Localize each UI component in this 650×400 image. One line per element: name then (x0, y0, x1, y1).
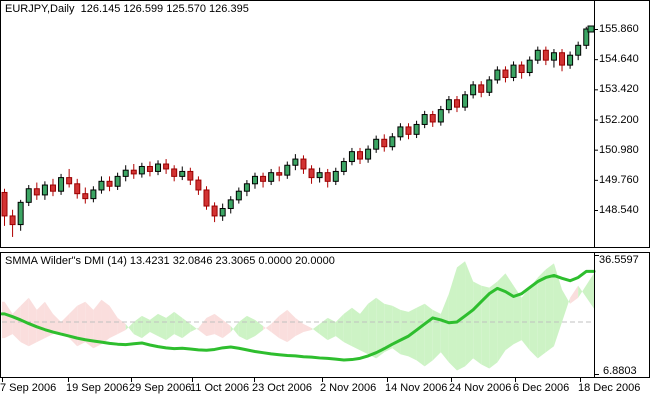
time-tick-mark (254, 378, 255, 382)
candlestick-canvas[interactable] (1, 1, 649, 247)
indicator-header: SMMA Wilder"s DMI (14) 13.4231 32.0846 2… (5, 255, 335, 267)
time-tick-mark (131, 378, 132, 382)
indicator-max-label: 36.5597 (599, 254, 639, 266)
time-axis[interactable]: 7 Sep 2006 19 Sep 2006 29 Sep 2006 11 Oct 2… (0, 378, 650, 400)
indicator-canvas[interactable] (1, 253, 649, 377)
time-tick-mark (322, 378, 323, 382)
price-tick-label: 150.980 (599, 144, 639, 156)
price-tick-label: 154.640 (599, 53, 639, 65)
indicator-panel[interactable]: SMMA Wilder"s DMI (14) 13.4231 32.0846 2… (0, 252, 650, 378)
time-tick-label: 7 Sep 2006 (0, 382, 57, 394)
price-tick-label: 149.760 (599, 174, 639, 186)
time-tick-mark (515, 378, 516, 382)
time-tick-label: 24 Nov 2006 (449, 382, 512, 394)
time-tick-label: 19 Sep 2006 (66, 382, 129, 394)
time-tick-mark (580, 378, 581, 382)
time-tick-label: 11 Oct 2006 (190, 382, 250, 394)
main-chart-panel[interactable]: EURJPY,Daily 126.145 126.599 125.570 126… (0, 0, 650, 248)
price-tick-label: 155.860 (599, 23, 639, 35)
time-tick-mark (68, 378, 69, 382)
time-tick-mark (192, 378, 193, 382)
time-tick-label: 2 Nov 2006 (320, 382, 377, 394)
time-tick-label: 23 Oct 2006 (252, 382, 312, 394)
time-tick-mark (387, 378, 388, 382)
time-tick-label: 6 Dec 2006 (513, 382, 570, 394)
indicator-min-label: 6.8803 (603, 365, 637, 377)
time-tick-label: 18 Dec 2006 (578, 382, 641, 394)
time-tick-mark (451, 378, 452, 382)
time-tick-mark (2, 378, 3, 382)
price-tick-label: 152.200 (599, 114, 639, 126)
time-tick-label: 29 Sep 2006 (129, 382, 192, 394)
chart-header: EURJPY,Daily 126.145 126.599 125.570 126… (5, 3, 249, 15)
price-tick-label: 148.540 (599, 204, 639, 216)
price-tick-label: 153.420 (599, 83, 639, 95)
time-tick-label: 14 Nov 2006 (385, 382, 448, 394)
